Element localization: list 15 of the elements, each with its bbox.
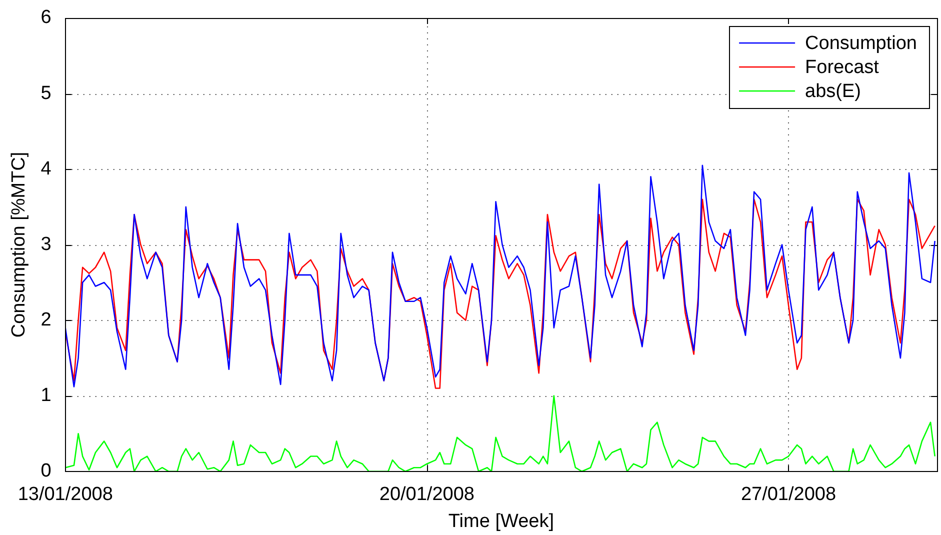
y-axis-title: Consumption [%MTC] (8, 152, 30, 338)
y-tick-label: 3 (40, 234, 52, 255)
y-tick-label: 2 (40, 310, 52, 330)
x-axis-title: Time [Week] (448, 510, 554, 532)
legend-label: abs(E) (805, 81, 862, 102)
x-tick-label: 27/01/2008 (740, 484, 836, 506)
legend-label: Forecast (805, 57, 880, 78)
y-tick-label: 5 (40, 82, 52, 104)
y-tick-label: 1 (40, 385, 52, 406)
x-tick-label: 20/01/2008 (379, 484, 474, 506)
y-tick-label: 4 (40, 158, 52, 180)
x-tick-label: 13/01/2008 (18, 484, 113, 506)
y-tick-label: 0 (40, 460, 52, 482)
legend-label: Consumption (805, 33, 918, 54)
y-tick-label: 6 (40, 7, 52, 28)
